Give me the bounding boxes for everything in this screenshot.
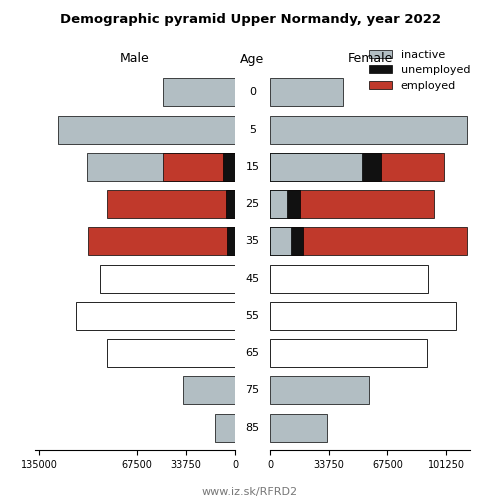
- Text: Demographic pyramid Upper Normandy, year 2022: Demographic pyramid Upper Normandy, year…: [60, 12, 440, 26]
- Text: 15: 15: [246, 162, 260, 172]
- Text: www.iz.sk/RFRD2: www.iz.sk/RFRD2: [202, 487, 298, 497]
- Text: 55: 55: [246, 311, 260, 321]
- Bar: [88, 228, 235, 256]
- Text: 85: 85: [246, 422, 260, 432]
- Bar: [270, 153, 362, 181]
- Bar: [270, 414, 328, 442]
- Bar: [214, 414, 235, 442]
- Bar: [183, 376, 235, 404]
- Text: Male: Male: [120, 52, 150, 66]
- Bar: [270, 190, 434, 218]
- Text: 65: 65: [246, 348, 260, 358]
- Text: 5: 5: [249, 124, 256, 134]
- Text: 45: 45: [246, 274, 260, 283]
- Bar: [270, 376, 369, 404]
- Text: 0: 0: [249, 88, 256, 98]
- Bar: [270, 190, 287, 218]
- Legend: inactive, unemployed, employed: inactive, unemployed, employed: [365, 45, 474, 95]
- Bar: [162, 153, 235, 181]
- Bar: [270, 264, 428, 292]
- Bar: [270, 228, 303, 256]
- Bar: [270, 228, 291, 256]
- Bar: [270, 116, 466, 143]
- Bar: [270, 228, 466, 256]
- Bar: [100, 264, 235, 292]
- Bar: [270, 190, 300, 218]
- Bar: [270, 153, 444, 181]
- Text: 25: 25: [246, 199, 260, 209]
- Bar: [226, 190, 235, 218]
- Bar: [162, 78, 235, 106]
- Bar: [270, 302, 456, 330]
- Bar: [227, 228, 235, 256]
- Bar: [270, 78, 343, 106]
- Bar: [224, 153, 235, 181]
- Text: 75: 75: [246, 386, 260, 396]
- Text: Female: Female: [348, 52, 393, 66]
- Bar: [87, 153, 235, 181]
- Bar: [270, 153, 382, 181]
- Bar: [108, 190, 235, 218]
- Text: 35: 35: [246, 236, 260, 246]
- Bar: [108, 339, 235, 367]
- Bar: [270, 339, 426, 367]
- Bar: [76, 302, 235, 330]
- Bar: [58, 116, 235, 143]
- Text: Age: Age: [240, 52, 264, 66]
